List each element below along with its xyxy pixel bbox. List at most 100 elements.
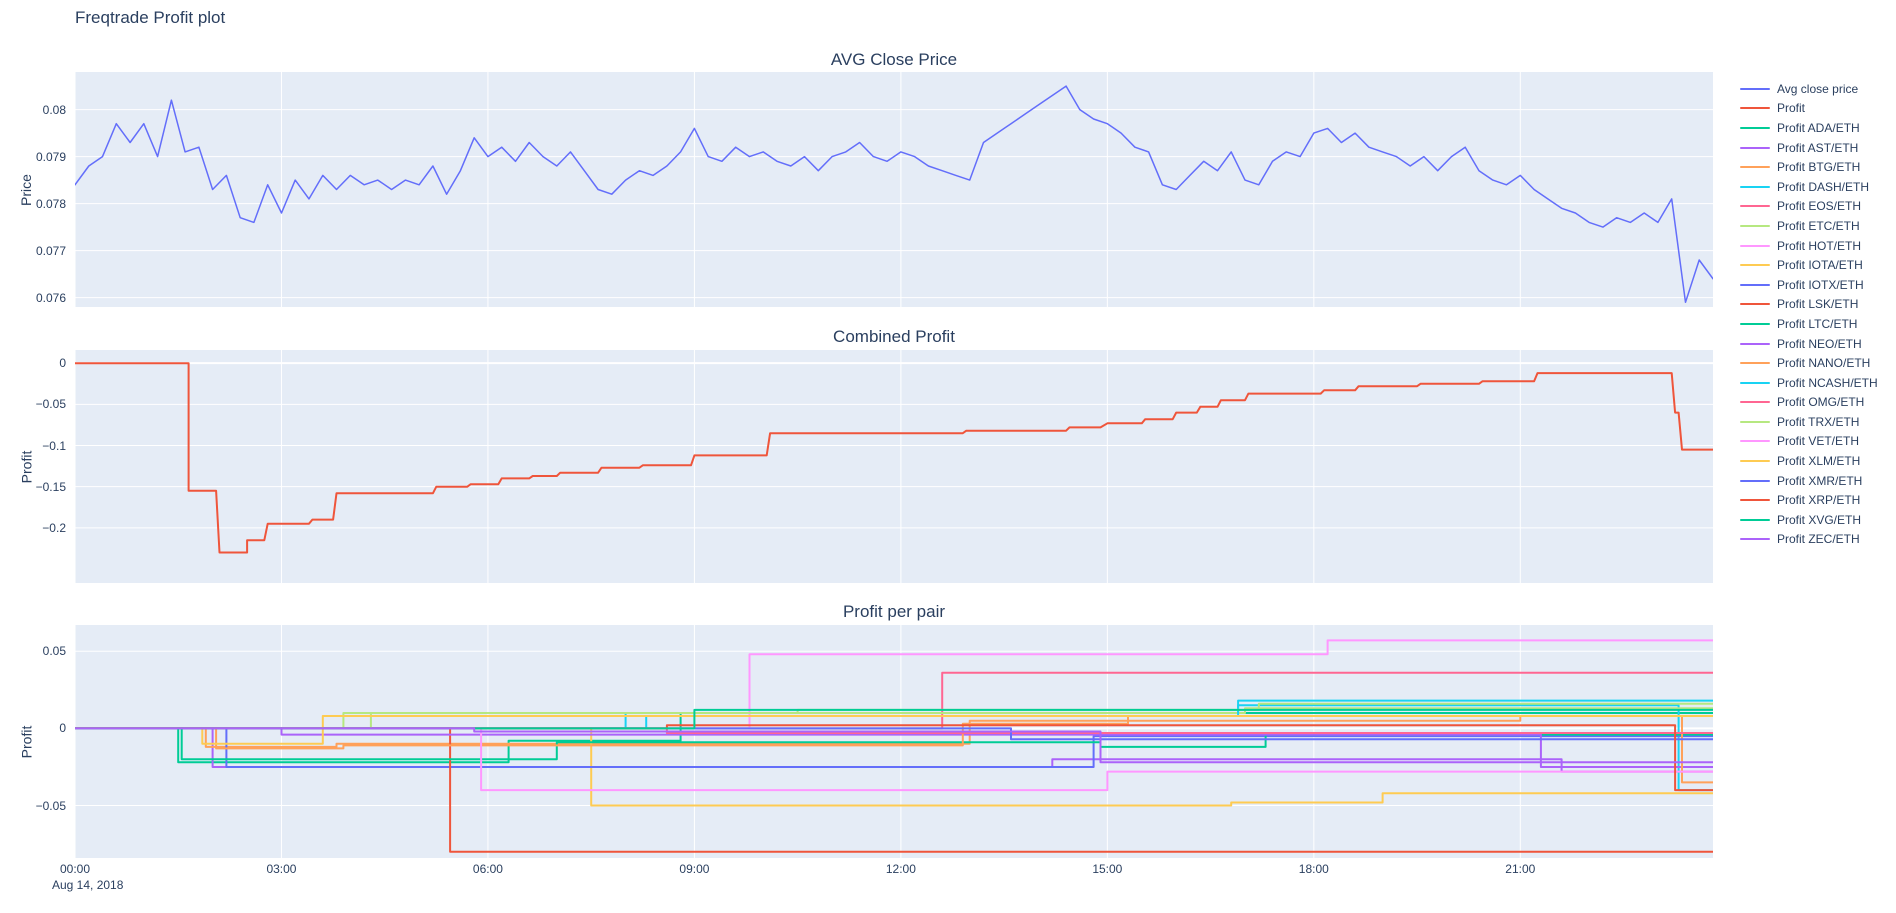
legend-label: Profit NCASH/ETH <box>1777 375 1878 390</box>
y-tick-label: −0.2 <box>42 520 66 535</box>
y-tick-label: 0.077 <box>35 243 66 258</box>
legend-item-profit-ltc-eth[interactable]: Profit LTC/ETH <box>1740 314 1878 334</box>
legend-label: Profit IOTA/ETH <box>1777 258 1863 273</box>
legend-item-profit-xmr-eth[interactable]: Profit XMR/ETH <box>1740 471 1878 491</box>
plot-background <box>75 72 1713 307</box>
legend-label: Profit IOTX/ETH <box>1777 277 1864 292</box>
plot-svg-2 <box>75 625 1713 858</box>
series-line-avg-close-price <box>75 85 1713 304</box>
x-tick-label: 00:00 <box>59 862 91 876</box>
legend-item-profit-zec-eth[interactable]: Profit ZEC/ETH <box>1740 530 1878 550</box>
legend-line-sample <box>1740 420 1770 423</box>
legend-item-profit-etc-eth[interactable]: Profit ETC/ETH <box>1740 216 1878 236</box>
legend-item-profit-neo-eth[interactable]: Profit NEO/ETH <box>1740 334 1878 354</box>
legend-line-sample <box>1740 107 1770 110</box>
legend-item-profit-xvg-eth[interactable]: Profit XVG/ETH <box>1740 510 1878 530</box>
y-axis-title-profit-pairs: Profit <box>12 625 40 858</box>
series-line-profit-ltc-eth <box>75 727 1713 761</box>
legend-label: Profit EOS/ETH <box>1777 199 1862 214</box>
legend-item-profit-omg-eth[interactable]: Profit OMG/ETH <box>1740 393 1878 413</box>
legend-label: Profit XMR/ETH <box>1777 473 1863 488</box>
y-tick-label: 0.079 <box>35 149 66 164</box>
subplot-title-profit-per-pair: Profit per pair <box>842 602 946 621</box>
y-tick-label: 0 <box>59 721 66 736</box>
legend-item-profit-iotx-eth[interactable]: Profit IOTX/ETH <box>1740 275 1878 295</box>
plot-area-profit-per-pair[interactable] <box>75 625 1713 858</box>
plot-svg-1 <box>75 350 1713 583</box>
legend-line-sample <box>1740 146 1770 149</box>
y-axis-title-profit-combined: Profit <box>12 350 40 583</box>
x-axis-date-label: Aug 14, 2018 <box>52 878 124 892</box>
legend-line-sample <box>1740 322 1770 325</box>
y-tick-label: 0.05 <box>42 644 66 659</box>
x-tick-label: 15:00 <box>1092 862 1123 876</box>
legend-line-sample <box>1740 303 1770 306</box>
legend-label: Profit XLM/ETH <box>1777 454 1861 469</box>
legend-item-profit-iota-eth[interactable]: Profit IOTA/ETH <box>1740 255 1878 275</box>
y-tick-label: 0.08 <box>42 102 66 117</box>
y-tick-label: 0.076 <box>35 290 66 305</box>
series-line-profit <box>75 362 1713 554</box>
legend-line-sample <box>1740 244 1770 247</box>
legend-line-sample <box>1740 264 1770 267</box>
series-line-profit-trx-eth <box>75 702 1713 730</box>
x-tick-label: 03:00 <box>266 862 297 876</box>
legend-item-profit-xlm-eth[interactable]: Profit XLM/ETH <box>1740 451 1878 471</box>
legend-line-sample <box>1740 166 1770 169</box>
legend-item-profit-vet-eth[interactable]: Profit VET/ETH <box>1740 432 1878 452</box>
legend-item-profit-ncash-eth[interactable]: Profit NCASH/ETH <box>1740 373 1878 393</box>
y-tick-label: −0.1 <box>42 438 66 453</box>
legend-item-profit-lsk-eth[interactable]: Profit LSK/ETH <box>1740 295 1878 315</box>
legend-line-sample <box>1740 518 1770 521</box>
legend-label: Avg close price <box>1777 81 1859 96</box>
legend-item-profit-dash-eth[interactable]: Profit DASH/ETH <box>1740 177 1878 197</box>
subplot-title-combined-profit: Combined Profit <box>833 327 955 346</box>
legend-label: Profit OMG/ETH <box>1777 395 1865 410</box>
legend-label: Profit <box>1777 101 1806 116</box>
legend-item-profit-nano-eth[interactable]: Profit NANO/ETH <box>1740 353 1878 373</box>
legend-line-sample <box>1740 342 1770 345</box>
legend-label: Profit VET/ETH <box>1777 434 1860 449</box>
x-tick-label: 21:00 <box>1505 862 1536 876</box>
series-line-profit-ada-eth <box>75 712 1713 764</box>
legend-item-profit-ada-eth[interactable]: Profit ADA/ETH <box>1740 118 1878 138</box>
legend-line-sample <box>1740 401 1770 404</box>
plot-svg-0 <box>75 72 1713 307</box>
plot-background <box>75 350 1713 583</box>
legend-label: Profit ADA/ETH <box>1777 120 1860 135</box>
legend-item-profit-hot-eth[interactable]: Profit HOT/ETH <box>1740 236 1878 256</box>
x-tick-label: 09:00 <box>679 862 710 876</box>
legend-label: Profit TRX/ETH <box>1777 414 1860 429</box>
legend-label: Profit LTC/ETH <box>1777 316 1858 331</box>
page-title: Freqtrade Profit plot <box>75 8 226 27</box>
legend-label: Profit AST/ETH <box>1777 140 1859 155</box>
subplot-title-avg-close-price: AVG Close Price <box>830 50 958 69</box>
series-line-profit-btg-eth <box>75 715 1713 748</box>
legend-item-profit-ast-eth[interactable]: Profit AST/ETH <box>1740 138 1878 158</box>
legend-label: Profit BTG/ETH <box>1777 160 1861 175</box>
legend-line-sample <box>1740 499 1770 502</box>
legend-item-profit-eos-eth[interactable]: Profit EOS/ETH <box>1740 197 1878 217</box>
legend-line-sample <box>1740 185 1770 188</box>
legend-label: Profit NANO/ETH <box>1777 356 1871 371</box>
legend-line-sample <box>1740 538 1770 541</box>
legend-item-profit-xrp-eth[interactable]: Profit XRP/ETH <box>1740 490 1878 510</box>
legend-label: Profit DASH/ETH <box>1777 179 1870 194</box>
legend-line-sample <box>1740 205 1770 208</box>
series-line-profit-zec-eth <box>75 727 1713 764</box>
legend-item-profit[interactable]: Profit <box>1740 99 1878 119</box>
y-tick-label: 0 <box>59 356 66 371</box>
legend-item-profit-btg-eth[interactable]: Profit BTG/ETH <box>1740 157 1878 177</box>
series-line-profit-iota-eth <box>75 727 1713 807</box>
plot-area-avg-close-price[interactable] <box>75 72 1713 307</box>
y-axis-title-text: Profit <box>18 450 34 483</box>
legend-line-sample <box>1740 126 1770 129</box>
legend-item-profit-trx-eth[interactable]: Profit TRX/ETH <box>1740 412 1878 432</box>
legend-line-sample <box>1740 283 1770 286</box>
x-tick-label: 18:00 <box>1298 862 1329 876</box>
legend-item-avg-close-price[interactable]: Avg close price <box>1740 79 1878 99</box>
legend-label: Profit XVG/ETH <box>1777 512 1862 527</box>
x-tick-label: 06:00 <box>472 862 503 876</box>
plot-area-combined-profit[interactable] <box>75 350 1713 583</box>
